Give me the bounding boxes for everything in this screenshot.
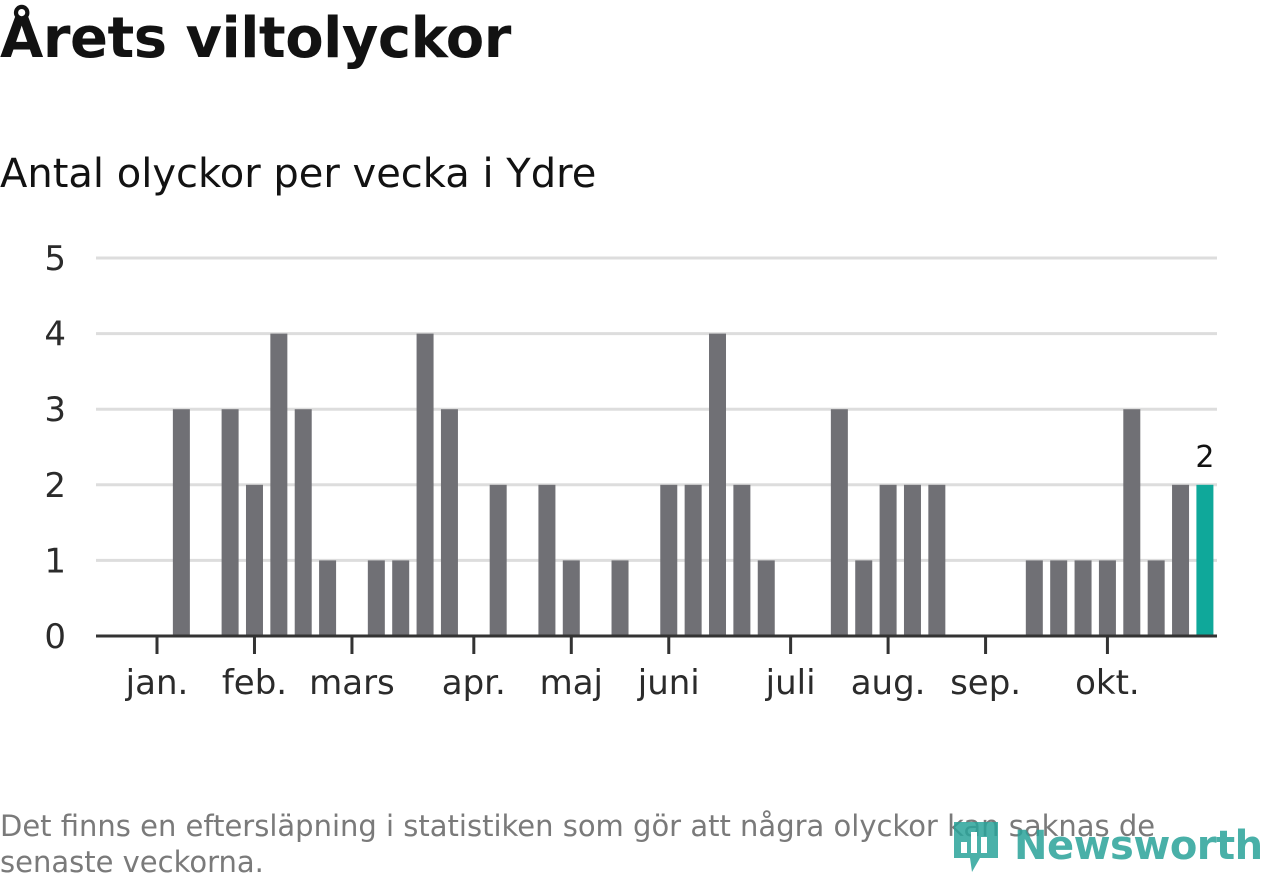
bar	[1050, 560, 1068, 636]
chart-subtitle: Antal olyckor per vecka i Ydre	[0, 151, 597, 197]
bar	[855, 560, 873, 636]
brand-logo: Newsworthy	[950, 816, 1262, 876]
bar	[221, 409, 239, 636]
bar	[416, 333, 434, 636]
x-tick-label: maj	[540, 663, 603, 703]
highlight-value-label: 2	[1195, 440, 1214, 475]
bar	[757, 560, 775, 636]
x-tick-label: jan.	[125, 663, 189, 703]
bar	[367, 560, 385, 636]
x-tick-label: apr.	[442, 663, 506, 703]
y-tick-label: 4	[44, 315, 66, 355]
bar	[709, 333, 727, 636]
brand-name: Newsworthy	[1014, 823, 1262, 869]
x-tick-label: juli	[765, 663, 816, 703]
bar	[392, 560, 410, 636]
x-tick-label: okt.	[1075, 663, 1140, 703]
bar	[611, 560, 629, 636]
bar	[562, 560, 580, 636]
newsworthy-logo-icon	[954, 822, 998, 872]
y-tick-label: 2	[44, 466, 66, 506]
x-tick-label: mars	[309, 663, 395, 703]
bar	[879, 484, 897, 636]
bar	[684, 484, 702, 636]
x-tick-label: aug.	[851, 663, 926, 703]
y-tick-label: 0	[44, 617, 66, 657]
y-tick-label: 5	[44, 239, 66, 279]
chart-title: Årets viltolyckor	[0, 6, 511, 71]
bar	[830, 409, 848, 636]
bar	[660, 484, 678, 636]
bar	[1172, 484, 1190, 636]
bar	[1074, 560, 1092, 636]
x-tick-label: sep.	[950, 663, 1021, 703]
bar	[538, 484, 556, 636]
bar	[294, 409, 312, 636]
bar	[172, 409, 190, 636]
bar	[440, 409, 458, 636]
bar	[1147, 560, 1165, 636]
bar	[733, 484, 751, 636]
y-tick-label: 3	[44, 390, 66, 430]
bar-chart: 0 1 2 3 4 5 2 jan. feb. mars apr. maj juni juli aug. se…	[44, 239, 1217, 703]
x-tick-label: feb.	[222, 663, 287, 703]
bar	[1025, 560, 1043, 636]
bar	[903, 484, 921, 636]
bar	[489, 484, 507, 636]
bar	[928, 484, 946, 636]
bar	[319, 560, 337, 636]
bar	[1123, 409, 1141, 636]
x-tick-label: juni	[637, 663, 700, 703]
bar	[1098, 560, 1116, 636]
bar	[245, 484, 263, 636]
bar-highlight	[1196, 484, 1214, 636]
y-tick-label: 1	[44, 541, 66, 581]
bar	[270, 333, 288, 636]
